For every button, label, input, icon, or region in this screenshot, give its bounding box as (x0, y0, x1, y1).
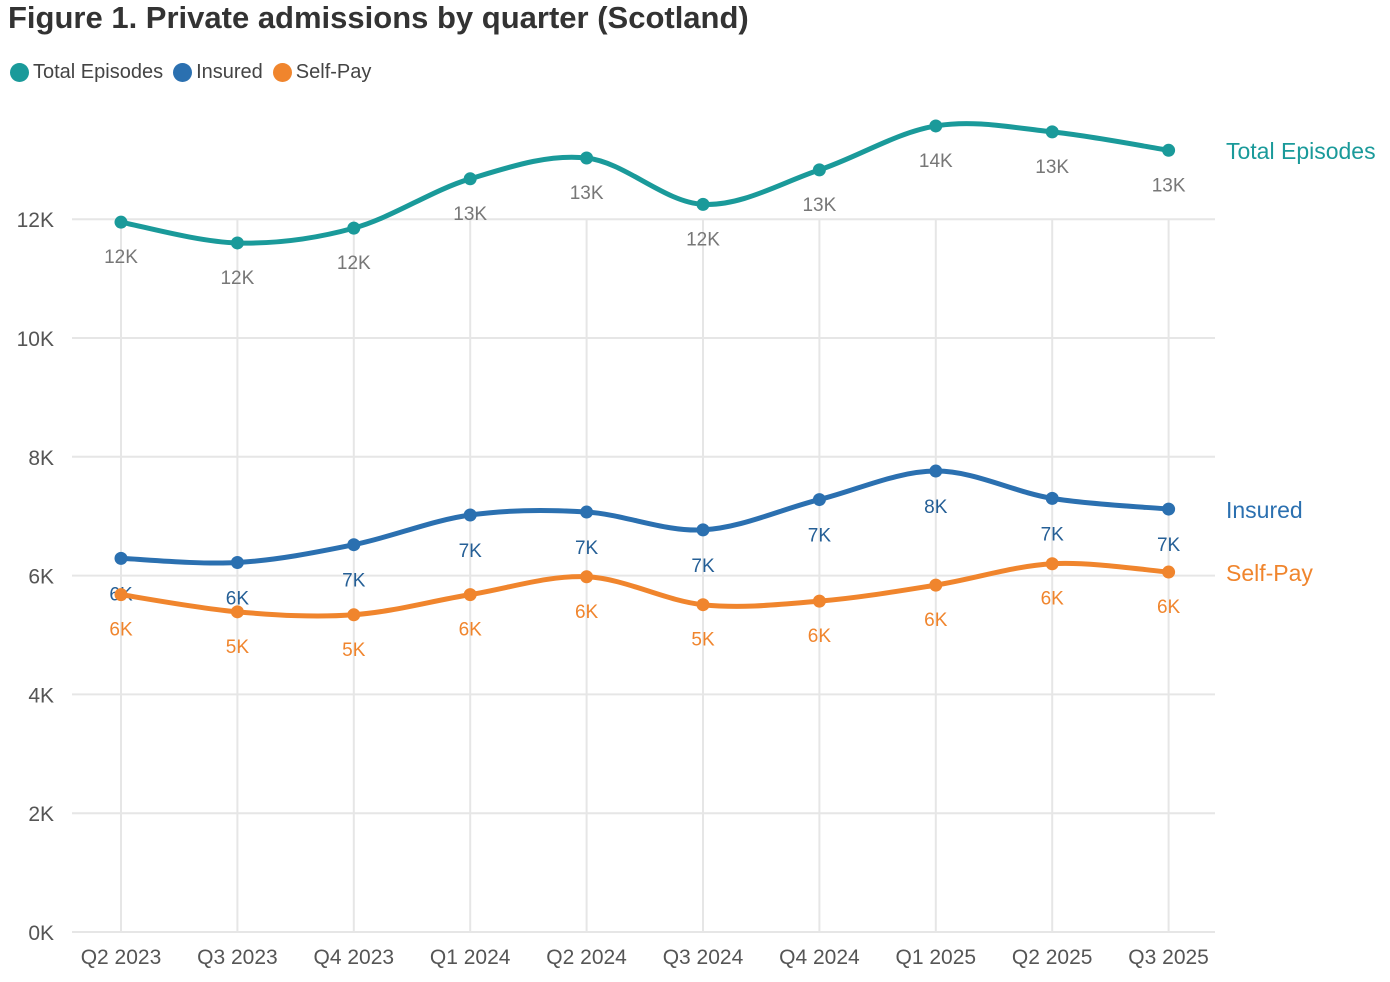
data-label-insured: 8K (924, 497, 948, 518)
data-label-self-pay: 6K (459, 620, 483, 641)
data-point-total-episodes (347, 221, 361, 235)
series-line-insured (118, 468, 1172, 566)
data-label-total-episodes: 12K (220, 268, 254, 289)
data-point-insured (230, 556, 244, 570)
data-point-insured (929, 464, 943, 478)
y-tick-label: 0K (28, 922, 54, 945)
data-label-total-episodes: 12K (104, 247, 138, 268)
data-label-insured: 7K (691, 556, 715, 577)
data-point-total-episodes (580, 151, 594, 165)
data-point-total-episodes (1045, 125, 1059, 139)
data-point-insured (1045, 491, 1059, 505)
legend-item-total-episodes[interactable]: Total Episodes (10, 61, 163, 84)
data-point-self-pay (929, 578, 943, 592)
data-point-total-episodes (812, 163, 826, 177)
data-label-total-episodes: 13K (802, 195, 836, 216)
data-label-insured: 7K (342, 571, 366, 592)
legend-item-self-pay[interactable]: Self-Pay (272, 61, 372, 84)
y-tick-label: 4K (28, 684, 54, 707)
data-point-insured (114, 551, 128, 565)
data-label-insured: 7K (1157, 535, 1181, 556)
data-point-total-episodes (463, 172, 477, 186)
series-end-label-insured: Insured (1226, 497, 1303, 523)
data-point-total-episodes (114, 215, 128, 229)
y-tick-label: 6K (28, 566, 54, 589)
series-end-label-self-pay: Self-Pay (1226, 560, 1313, 586)
data-label-self-pay: 6K (1157, 597, 1181, 618)
data-point-self-pay (812, 594, 826, 608)
y-tick-label: 10K (17, 328, 54, 351)
data-label-self-pay: 6K (924, 610, 948, 631)
data-point-insured (696, 523, 710, 537)
data-point-self-pay (1045, 557, 1059, 571)
series-line-total-episodes (118, 121, 1172, 246)
data-point-self-pay (696, 598, 710, 612)
legend: Total Episodes Insured Self-Pay (10, 61, 381, 84)
legend-marker-insured (173, 63, 193, 82)
legend-item-insured[interactable]: Insured (173, 61, 263, 84)
data-label-self-pay: 6K (1041, 589, 1065, 610)
data-point-insured (347, 538, 361, 552)
x-tick-label: Q2 2024 (546, 946, 627, 969)
data-point-self-pay (347, 608, 361, 622)
data-point-self-pay (1162, 565, 1176, 579)
x-tick-label: Q2 2023 (81, 946, 162, 969)
data-point-insured (812, 493, 826, 507)
data-point-total-episodes (1162, 143, 1176, 157)
y-tick-label: 8K (28, 447, 54, 470)
data-point-total-episodes (929, 119, 943, 133)
data-label-total-episodes: 12K (686, 229, 720, 250)
data-point-total-episodes (230, 236, 244, 250)
x-tick-label: Q3 2024 (663, 946, 744, 969)
data-point-self-pay (580, 570, 594, 584)
x-tick-label: Q3 2023 (197, 946, 278, 969)
data-point-insured (463, 508, 477, 522)
data-label-insured: 7K (1041, 524, 1065, 545)
data-point-self-pay (230, 605, 244, 619)
data-label-self-pay: 6K (575, 602, 599, 623)
x-tick-label: Q1 2025 (896, 946, 977, 969)
series-line-self-pay (118, 560, 1172, 619)
data-point-self-pay (463, 588, 477, 602)
data-label-self-pay: 6K (109, 620, 133, 641)
legend-marker-self-pay (272, 63, 292, 82)
x-tick-label: Q1 2024 (430, 946, 511, 969)
data-label-self-pay: 5K (226, 637, 250, 658)
data-point-insured (580, 505, 594, 519)
y-tick-label: 2K (28, 803, 54, 826)
data-point-total-episodes (696, 197, 710, 211)
data-label-total-episodes: 13K (453, 204, 487, 225)
data-label-total-episodes: 13K (1152, 175, 1186, 196)
x-tick-label: Q3 2025 (1128, 946, 1209, 969)
data-point-self-pay (114, 588, 128, 602)
legend-label-insured: Insured (196, 61, 263, 83)
data-label-total-episodes: 12K (337, 253, 371, 274)
x-tick-label: Q2 2025 (1012, 946, 1093, 969)
data-label-total-episodes: 13K (1035, 157, 1069, 178)
chart-title: Figure 1. Private admissions by quarter … (8, 0, 749, 35)
y-tick-label: 12K (17, 209, 54, 232)
data-point-insured (1162, 502, 1176, 516)
data-label-insured: 7K (575, 538, 599, 559)
data-label-insured: 7K (459, 541, 483, 562)
legend-label-total-episodes: Total Episodes (33, 61, 164, 83)
series-end-label-total-episodes: Total Episodes (1226, 138, 1376, 164)
legend-marker-total-episodes (10, 63, 29, 82)
data-label-insured: 7K (808, 526, 832, 547)
data-label-self-pay: 5K (342, 640, 366, 661)
x-tick-label: Q4 2023 (314, 946, 395, 969)
x-tick-label: Q4 2024 (779, 946, 860, 969)
data-label-self-pay: 5K (691, 630, 715, 651)
data-label-total-episodes: 14K (919, 151, 953, 172)
data-label-total-episodes: 13K (570, 183, 604, 204)
legend-label-self-pay: Self-Pay (295, 61, 372, 83)
data-label-self-pay: 6K (808, 626, 832, 647)
data-label-insured: 6K (226, 589, 250, 610)
